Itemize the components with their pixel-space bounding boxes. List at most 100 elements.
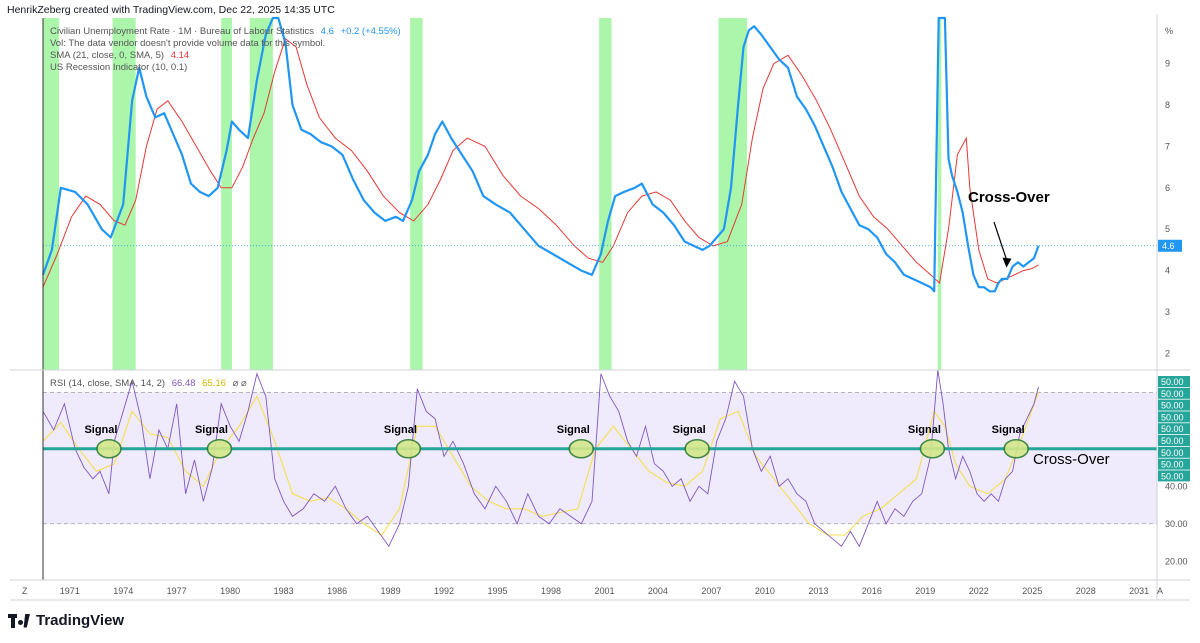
signal-marker-0 bbox=[96, 438, 122, 459]
price-ylabel: % bbox=[1165, 26, 1173, 36]
rsi-ytick-20: 20.00 bbox=[1165, 556, 1188, 566]
rsi-axis-tag-bg-5 bbox=[1158, 435, 1190, 446]
xtick-2016: 2016 bbox=[862, 586, 882, 596]
price-ytick-3: 3 bbox=[1165, 307, 1170, 317]
price-tag-bg bbox=[1158, 239, 1182, 252]
price-ytick-4: 4 bbox=[1165, 266, 1170, 276]
rsi-line bbox=[42, 369, 1039, 548]
rsi-axis-tag-0: 50.00 bbox=[1161, 377, 1184, 387]
unemployment-line bbox=[41, 16, 1040, 293]
xtick-2028: 2028 bbox=[1076, 586, 1096, 596]
rsi-axis-tag-8: 50.00 bbox=[1161, 471, 1184, 481]
recession-band-2 bbox=[221, 18, 232, 370]
price-ytick-8: 8 bbox=[1165, 100, 1170, 110]
chart-lines bbox=[41, 16, 1157, 548]
rsi-band-fill bbox=[43, 392, 1157, 524]
legend-vol-text: Vol: The data vendor doesn't provide vol… bbox=[50, 38, 326, 49]
xtick-2010: 2010 bbox=[755, 586, 775, 596]
rsi-crossover-label: Cross-Over bbox=[1033, 451, 1110, 468]
xtick-1989: 1989 bbox=[381, 586, 401, 596]
xtick-1986: 1986 bbox=[327, 586, 347, 596]
signal-label-1: Signal bbox=[195, 424, 228, 436]
legend-sma[interactable]: SMA (21, close, 0, SMA, 5) 4.14 bbox=[50, 50, 189, 61]
tradingview-logo-icon bbox=[8, 613, 30, 628]
signal-marker-4 bbox=[684, 438, 710, 459]
legend-main-change: +0.2 (+4.55%) bbox=[340, 26, 401, 37]
rsi-axis-tag-bg-7 bbox=[1158, 458, 1190, 470]
xtick-2013: 2013 bbox=[808, 586, 828, 596]
signal-marker-2 bbox=[395, 438, 422, 459]
price-ytick-9: 9 bbox=[1165, 59, 1170, 69]
tradingview-logo: TradingView bbox=[8, 612, 124, 629]
xtick-1995: 1995 bbox=[487, 586, 507, 596]
xtick-2019: 2019 bbox=[915, 586, 935, 596]
annotations: Signal Signal Signal Signal Signal Signal Sign… bbox=[84, 189, 1109, 468]
price-tag: 4.6 bbox=[1162, 241, 1175, 251]
xtick-1980: 1980 bbox=[220, 586, 240, 596]
rsi-axis-tag-bg-3 bbox=[1158, 411, 1190, 423]
recession-band-0 bbox=[43, 18, 60, 370]
rsi-axis-tag-bg-1 bbox=[1158, 387, 1190, 399]
rsi-ytick-40: 40.00 bbox=[1165, 481, 1188, 491]
rsi-axis-tag-1: 50.00 bbox=[1161, 389, 1184, 399]
price-ytick-2: 2 bbox=[1165, 348, 1170, 358]
xtick-2007: 2007 bbox=[701, 586, 721, 596]
rsi-axis-tag-2: 50.00 bbox=[1161, 401, 1184, 411]
xtick-1977: 1977 bbox=[167, 586, 187, 596]
signal-marker-3 bbox=[568, 438, 595, 459]
rsi-axis-tag-3: 50.00 bbox=[1161, 412, 1184, 422]
legend-sma-value: 4.14 bbox=[170, 50, 190, 61]
sma-line bbox=[42, 37, 1039, 288]
crossover-arrow-head bbox=[1002, 257, 1012, 268]
rsi-axis-tag-bg-2 bbox=[1158, 399, 1190, 411]
recession-band-4 bbox=[410, 18, 423, 370]
recession-band-6 bbox=[718, 18, 748, 370]
xtick-2022: 2022 bbox=[969, 586, 989, 596]
xtick-1992: 1992 bbox=[434, 586, 454, 596]
signal-label-4: Signal bbox=[673, 424, 706, 436]
axis-corner-right[interactable]: A bbox=[1157, 586, 1164, 596]
legend-recession-label: US Recession Indicator (10, 0.1) bbox=[50, 62, 188, 73]
legend-main-value: 4.6 bbox=[320, 26, 334, 37]
signal-label-5: Signal bbox=[908, 424, 941, 436]
price-ytick-5: 5 bbox=[1165, 224, 1170, 234]
chart-credit: HenrikZeberg created with TradingView.co… bbox=[7, 4, 335, 16]
xtick-2001: 2001 bbox=[594, 586, 614, 596]
signal-marker-6 bbox=[1003, 438, 1029, 459]
rsi-axis-tag-5: 50.00 bbox=[1161, 436, 1184, 446]
price-ytick-7: 7 bbox=[1165, 141, 1170, 151]
rsi-band bbox=[43, 392, 1157, 525]
rsi-axis-tag-bg-6 bbox=[1158, 446, 1190, 458]
tradingview-logo-text: TradingView bbox=[36, 612, 125, 629]
legend-rsi-icons: ⌀ ⌀ bbox=[232, 378, 247, 389]
recession-band-5 bbox=[599, 18, 612, 370]
xtick-2025: 2025 bbox=[1022, 586, 1042, 596]
legend-main-title: Civilian Unemployment Rate · 1M · Bureau… bbox=[50, 26, 315, 37]
recession-band-7 bbox=[937, 18, 942, 370]
signal-marker-5 bbox=[919, 438, 946, 459]
axes: 23456789%20.0030.0040.0050.0050.0050.005… bbox=[10, 14, 1190, 601]
price-ytick-6: 6 bbox=[1165, 183, 1170, 193]
signal-label-0: Signal bbox=[84, 424, 117, 436]
legend-sma-label: SMA (21, close, 0, SMA, 5) bbox=[50, 50, 165, 61]
legend-rsi-value: 66.48 bbox=[171, 378, 196, 389]
xtick-1974: 1974 bbox=[113, 586, 133, 596]
crossover-label: Cross-Over bbox=[968, 189, 1050, 206]
signal-label-6: Signal bbox=[992, 424, 1025, 436]
xtick-1971: 1971 bbox=[60, 586, 80, 596]
rsi-axis-tag-7: 50.00 bbox=[1161, 460, 1184, 470]
axis-corner-left[interactable]: Z bbox=[22, 586, 28, 596]
legend-vol: Vol: The data vendor doesn't provide vol… bbox=[50, 38, 325, 49]
xtick-1998: 1998 bbox=[541, 586, 561, 596]
rsi-axis-tag-4: 50.00 bbox=[1161, 424, 1184, 434]
legend-recession[interactable]: US Recession Indicator (10, 0.1) bbox=[50, 62, 187, 73]
rsi-axis-tag-bg-0 bbox=[1158, 376, 1190, 387]
legend-main[interactable]: Civilian Unemployment Rate · 1M · Bureau… bbox=[50, 26, 401, 37]
legend-rsi-ma-value: 65.16 bbox=[202, 378, 226, 389]
crossover-arrow-shaft bbox=[993, 221, 1009, 263]
signal-label-2: Signal bbox=[384, 424, 417, 436]
legend-rsi[interactable]: RSI (14, close, SMA, 14, 2) 66.48 65.16 … bbox=[50, 378, 247, 389]
recession-band-3 bbox=[249, 18, 273, 370]
signal-label-3: Signal bbox=[557, 424, 590, 436]
